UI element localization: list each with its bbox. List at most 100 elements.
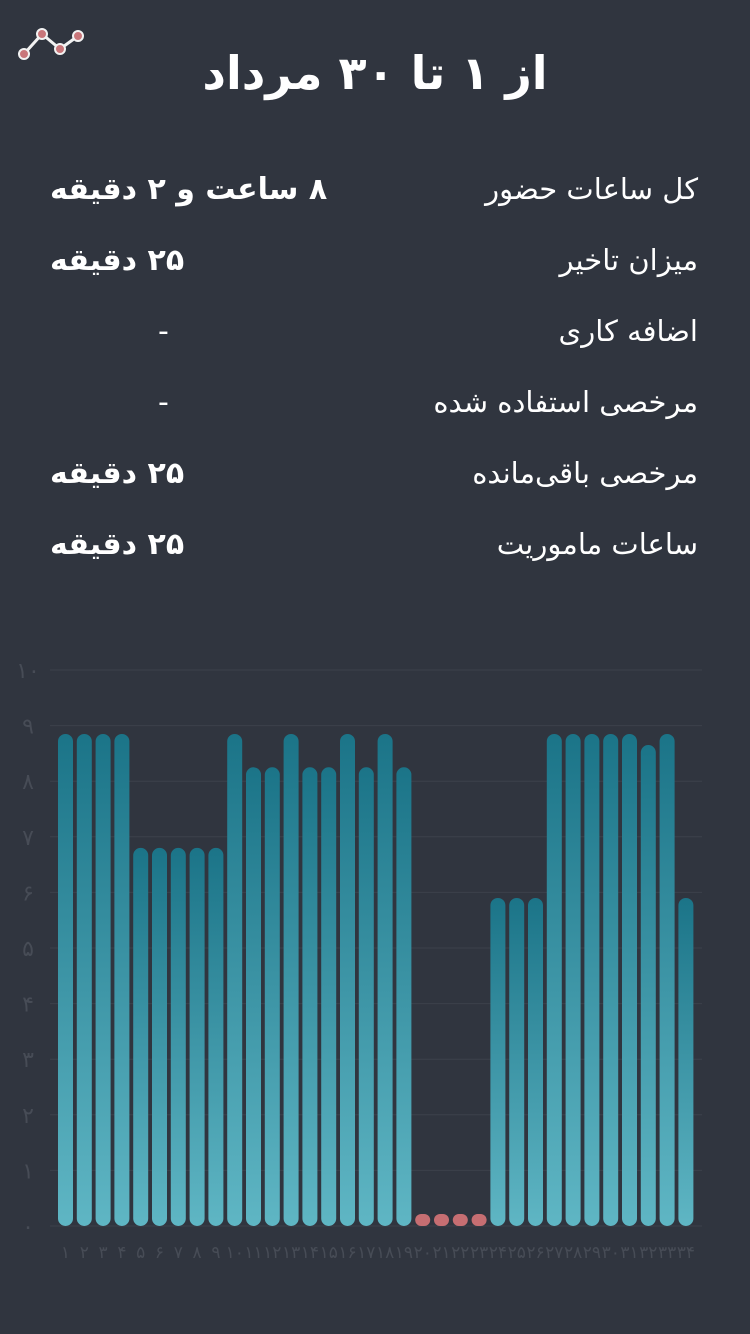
bar-day-15[interactable] <box>321 767 337 1226</box>
stat-row-overtime: اضافه کاری - <box>50 302 698 373</box>
bar-day-30[interactable] <box>603 733 619 1226</box>
bar-day-13[interactable] <box>283 733 299 1226</box>
bar-day-23-absent[interactable] <box>471 1214 487 1226</box>
x-tick-label: ۱۰ <box>226 1243 244 1263</box>
bar-day-1[interactable] <box>58 733 73 1226</box>
stat-value: ۲۵ دقیقه <box>50 243 185 278</box>
x-tick-label: ۳۴ <box>677 1243 695 1263</box>
x-tick-label: ۲۷ <box>545 1243 563 1263</box>
x-tick-label: ۱ <box>61 1243 70 1263</box>
stats-list: کل ساعات حضور ۸ ساعت و ۲ دقیقه میزان تاخ… <box>50 160 698 586</box>
y-tick-label: ۸ <box>22 770 34 795</box>
stat-label: ساعات ماموریت <box>496 527 698 561</box>
x-tick-label: ۲۴ <box>489 1243 507 1263</box>
bar-day-10[interactable] <box>227 733 243 1226</box>
bar-day-11[interactable] <box>246 767 261 1226</box>
stat-label: مرخصی باقی‌مانده <box>472 456 698 490</box>
x-tick-label: ۳ <box>99 1243 108 1263</box>
stat-row-leave-remaining: مرخصی باقی‌مانده ۲۵ دقیقه <box>50 444 698 515</box>
stat-value: ۸ ساعت و ۲ دقیقه <box>50 172 328 207</box>
bar-day-2[interactable] <box>76 733 92 1226</box>
y-tick-label: ۹ <box>22 715 34 740</box>
x-tick-label: ۲۲ <box>451 1243 469 1263</box>
x-tick-label: ۲۹ <box>583 1243 601 1263</box>
stat-row-leave-used: مرخصی استفاده شده - <box>50 373 698 444</box>
y-tick-label: ۳ <box>22 1048 34 1073</box>
bar-day-7[interactable] <box>170 847 186 1226</box>
stat-label: کل ساعات حضور <box>485 172 698 206</box>
x-tick-label: ۱۴ <box>301 1243 319 1263</box>
x-tick-label: ۶ <box>155 1243 164 1263</box>
x-tick-label: ۹ <box>211 1243 220 1263</box>
y-tick-label: ۷ <box>22 826 34 851</box>
bar-day-5[interactable] <box>133 847 149 1226</box>
bar-day-12[interactable] <box>264 767 280 1226</box>
bar-day-33[interactable] <box>659 733 675 1226</box>
stat-row-delay: میزان تاخیر ۲۵ دقیقه <box>50 231 698 302</box>
stat-label: اضافه کاری <box>558 314 699 348</box>
trend-line-icon[interactable] <box>16 24 86 64</box>
x-tick-label: ۲ <box>80 1243 89 1263</box>
bar-day-8[interactable] <box>189 847 205 1226</box>
bar-day-25[interactable] <box>509 897 525 1226</box>
x-tick-label: ۲۵ <box>508 1243 526 1263</box>
x-tick-label: ۲۶ <box>526 1243 544 1263</box>
x-tick-label: ۱۷ <box>357 1243 375 1263</box>
bar-day-6[interactable] <box>152 847 167 1226</box>
x-tick-label: ۳۱ <box>620 1243 638 1263</box>
stat-label: مرخصی استفاده شده <box>433 385 698 419</box>
bar-day-27[interactable] <box>546 733 562 1226</box>
x-tick-label: ۷ <box>174 1243 183 1263</box>
x-tick-label: ۲۸ <box>564 1243 582 1263</box>
x-tick-label: ۸ <box>193 1243 202 1263</box>
y-tick-label: ۱ <box>22 1159 34 1184</box>
bar-day-28[interactable] <box>565 733 581 1226</box>
y-tick-label: ۵ <box>22 937 34 962</box>
y-tick-label: ۴ <box>22 993 34 1018</box>
stat-value: ۲۵ دقیقه <box>50 456 185 491</box>
bar-day-24[interactable] <box>490 897 506 1226</box>
stat-value: - <box>158 385 169 420</box>
bar-day-19[interactable] <box>396 767 412 1226</box>
x-tick-label: ۱۹ <box>395 1243 413 1263</box>
x-tick-label: ۱۳ <box>282 1243 300 1263</box>
bar-day-9[interactable] <box>208 847 224 1226</box>
bar-day-4[interactable] <box>114 733 130 1226</box>
bar-day-20-absent[interactable] <box>415 1214 431 1226</box>
y-tick-label: ۱۰ <box>16 659 40 684</box>
x-tick-label: ۵ <box>136 1243 145 1263</box>
bar-day-16[interactable] <box>340 733 355 1226</box>
bar-day-29[interactable] <box>584 733 600 1226</box>
x-tick-label: ۱۵ <box>320 1243 338 1263</box>
bar-day-22-absent[interactable] <box>452 1214 468 1226</box>
bar-day-21-absent[interactable] <box>434 1214 449 1226</box>
x-tick-label: ۳۰ <box>602 1243 620 1263</box>
y-tick-label: ۰ <box>22 1215 34 1240</box>
x-tick-label: ۱۲ <box>263 1243 281 1263</box>
bar-day-34[interactable] <box>678 897 694 1226</box>
page-title: از ۱ تا ۳۰ مرداد <box>202 46 548 100</box>
x-tick-label: ۲۰ <box>414 1243 432 1263</box>
bar-day-26[interactable] <box>528 897 543 1226</box>
bar-day-31[interactable] <box>622 733 637 1226</box>
bar-day-14[interactable] <box>302 767 318 1226</box>
y-tick-label: ۲ <box>22 1104 34 1129</box>
x-tick-label: ۱۸ <box>376 1243 394 1263</box>
stat-value: ۲۵ دقیقه <box>50 527 185 562</box>
stat-value: - <box>158 314 169 349</box>
x-tick-label: ۳۲ <box>639 1243 657 1263</box>
x-tick-label: ۲۳ <box>470 1243 488 1263</box>
bar-day-17[interactable] <box>358 767 374 1226</box>
x-tick-label: ۴ <box>117 1243 126 1263</box>
stat-row-mission-hours: ساعات ماموریت ۲۵ دقیقه <box>50 515 698 586</box>
x-tick-label: ۳۳ <box>658 1243 676 1263</box>
x-tick-label: ۲۱ <box>432 1243 450 1263</box>
bar-day-3[interactable] <box>95 733 111 1226</box>
y-tick-label: ۶ <box>22 881 34 906</box>
bar-day-18[interactable] <box>377 733 393 1226</box>
x-tick-label: ۱۱ <box>244 1243 262 1263</box>
stat-label: میزان تاخیر <box>559 243 698 277</box>
bar-day-32[interactable] <box>640 745 656 1226</box>
x-tick-label: ۱۶ <box>338 1243 356 1263</box>
